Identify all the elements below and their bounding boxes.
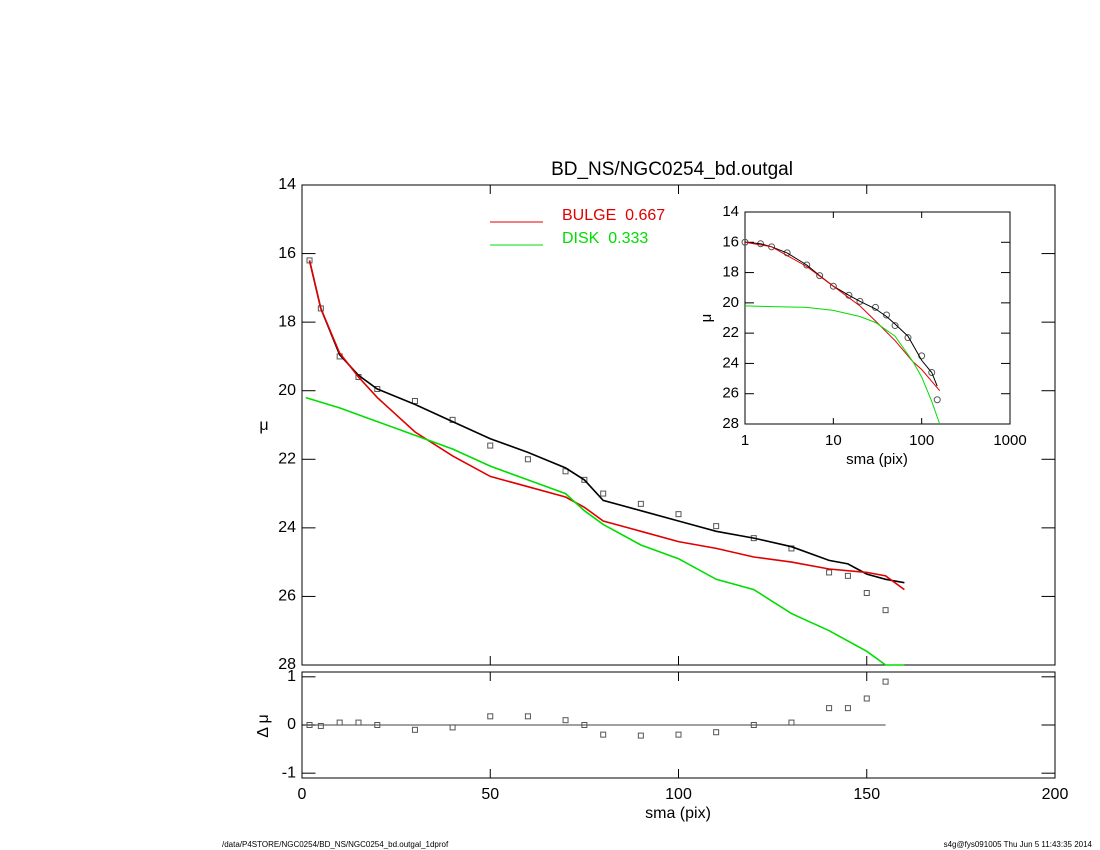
data-point (637, 732, 644, 739)
data-point (826, 569, 833, 576)
data-point (750, 722, 757, 728)
data-point (524, 456, 531, 463)
data-point (487, 713, 494, 720)
data-point (355, 719, 362, 726)
x-tick-label: 0 (298, 786, 307, 803)
data-point (581, 722, 588, 728)
y-tick-label: 22 (278, 451, 296, 468)
data-point (844, 572, 851, 579)
y-tick-label: 14 (722, 203, 739, 220)
x-tick-label: 200 (1042, 786, 1069, 803)
data-point (826, 705, 833, 712)
x-tick-label: 50 (481, 786, 499, 803)
y-tick-label: 26 (722, 385, 739, 402)
data-point (675, 731, 682, 738)
y-tick-label: 1 (287, 668, 296, 685)
series-line (308, 260, 905, 591)
y-tick-label: 26 (278, 588, 296, 605)
data-point (374, 722, 381, 728)
y-tick-label: 20 (278, 382, 296, 399)
y-tick-label: -1 (282, 764, 296, 781)
series-line (744, 241, 938, 387)
inset-x-label: sma (pix) (846, 451, 908, 468)
data-point (788, 719, 795, 726)
data-point (829, 282, 837, 290)
data-point (891, 322, 899, 330)
data-point (882, 678, 889, 685)
data-point (487, 442, 494, 449)
series-line (308, 260, 905, 584)
data-point (600, 731, 607, 738)
y-tick-label: 18 (722, 264, 739, 281)
plot-frame (744, 211, 1011, 425)
data-point (562, 717, 569, 724)
x-axis-label: sma (pix) (645, 805, 711, 822)
data-point (816, 272, 824, 280)
data-point (863, 695, 870, 702)
data-point (306, 722, 313, 728)
x-tick-label: 150 (853, 786, 880, 803)
x-tick-label: 10 (825, 432, 842, 449)
data-point (882, 607, 889, 614)
footer-right: s4g@fys091005 Thu Jun 5 11:43:35 2014 (944, 840, 1093, 849)
data-point (928, 369, 936, 377)
data-point (863, 590, 870, 596)
y-tick-label: 28 (278, 656, 296, 673)
data-point (411, 726, 418, 733)
y-tick-label: 28 (722, 415, 739, 432)
y-tick-label: 18 (278, 313, 296, 330)
data-point (844, 705, 851, 712)
data-point (600, 490, 607, 497)
y-tick-label: 24 (722, 354, 739, 371)
y-tick-label: 16 (278, 245, 296, 262)
y-tick-label: 14 (278, 176, 296, 193)
data-point (856, 297, 864, 305)
inset-y-label: μ (698, 314, 715, 323)
data-point (713, 523, 720, 530)
footer-left: /data/P4STORE/NGC0254/BD_NS/NGC0254_bd.o… (222, 840, 449, 849)
data-point (713, 729, 720, 736)
data-point (904, 334, 912, 342)
data-point (317, 722, 324, 729)
x-tick-label: 100 (909, 432, 934, 449)
data-point (933, 396, 941, 404)
data-point (768, 243, 776, 251)
y-tick-label: 0 (287, 716, 296, 733)
series-line (744, 241, 941, 392)
y-tick-label: 22 (722, 324, 739, 341)
y-tick-label: 20 (722, 294, 739, 311)
x-tick-label: 1000 (993, 432, 1026, 449)
data-point (449, 724, 456, 731)
data-point (637, 500, 644, 507)
chart-title: BD_NS/NGC0254_bd.outgal (551, 159, 793, 180)
legend-label: DISK 0.333 (562, 230, 648, 247)
data-point (675, 511, 682, 518)
y-axis-label: μ (259, 417, 268, 434)
x-tick-label: 1 (741, 432, 749, 449)
legend-label: BULGE 0.667 (562, 207, 665, 224)
data-point (411, 398, 418, 404)
data-point (524, 713, 531, 720)
series-line (744, 305, 941, 425)
residual-y-label: Δ μ (255, 714, 272, 737)
data-point (374, 386, 381, 392)
data-point (336, 719, 343, 726)
data-point (581, 476, 588, 483)
x-tick-label: 100 (665, 786, 692, 803)
y-tick-label: 16 (722, 233, 739, 250)
series-line (305, 396, 905, 666)
y-tick-label: 24 (278, 519, 296, 536)
